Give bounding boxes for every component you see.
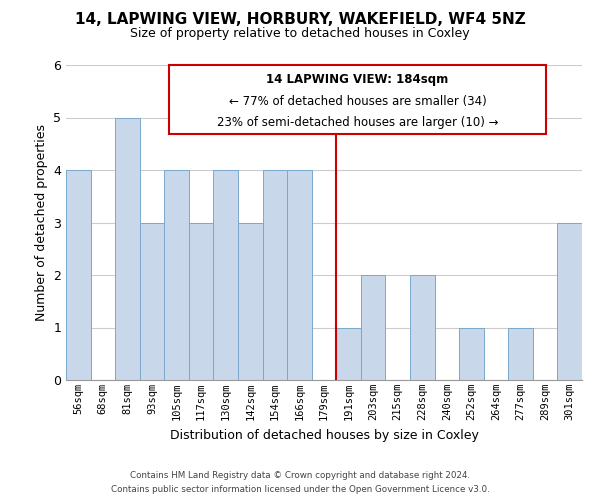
Text: 14 LAPWING VIEW: 184sqm: 14 LAPWING VIEW: 184sqm bbox=[266, 73, 449, 86]
Bar bbox=[287, 170, 312, 380]
Bar bbox=[189, 222, 214, 380]
Bar bbox=[508, 328, 533, 380]
FancyBboxPatch shape bbox=[169, 65, 546, 134]
Text: 14, LAPWING VIEW, HORBURY, WAKEFIELD, WF4 5NZ: 14, LAPWING VIEW, HORBURY, WAKEFIELD, WF… bbox=[74, 12, 526, 28]
Bar bbox=[459, 328, 484, 380]
X-axis label: Distribution of detached houses by size in Coxley: Distribution of detached houses by size … bbox=[170, 428, 478, 442]
Bar bbox=[361, 275, 385, 380]
Bar bbox=[410, 275, 434, 380]
Bar bbox=[140, 222, 164, 380]
Y-axis label: Number of detached properties: Number of detached properties bbox=[35, 124, 47, 321]
Bar bbox=[263, 170, 287, 380]
Bar bbox=[66, 170, 91, 380]
Text: 23% of semi-detached houses are larger (10) →: 23% of semi-detached houses are larger (… bbox=[217, 116, 498, 130]
Bar bbox=[336, 328, 361, 380]
Bar bbox=[164, 170, 189, 380]
Bar bbox=[214, 170, 238, 380]
Text: Contains HM Land Registry data © Crown copyright and database right 2024.
Contai: Contains HM Land Registry data © Crown c… bbox=[110, 472, 490, 494]
Bar bbox=[115, 118, 140, 380]
Text: ← 77% of detached houses are smaller (34): ← 77% of detached houses are smaller (34… bbox=[229, 95, 487, 108]
Bar bbox=[557, 222, 582, 380]
Bar bbox=[238, 222, 263, 380]
Text: Size of property relative to detached houses in Coxley: Size of property relative to detached ho… bbox=[130, 28, 470, 40]
